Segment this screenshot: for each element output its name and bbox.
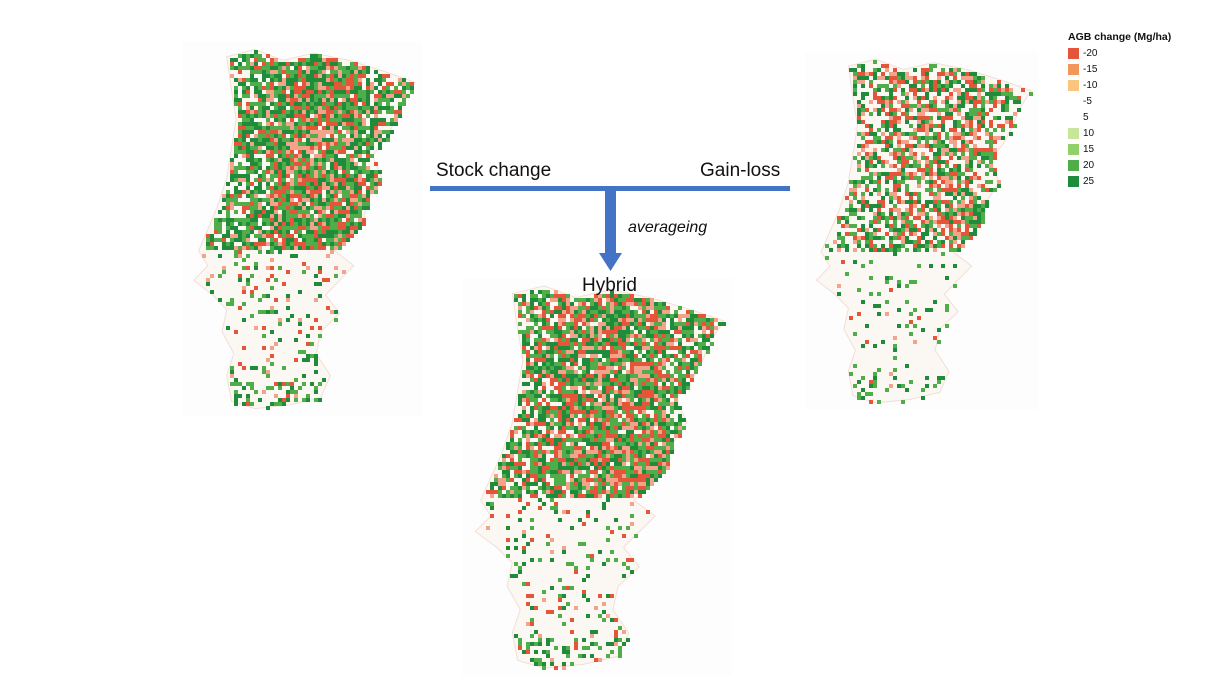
legend-label: -10 [1083,79,1098,91]
legend-item: -15 [1068,61,1171,77]
agb-pixels [486,290,726,670]
averaging-label: averageing [628,219,708,236]
legend-item: -5 [1068,93,1171,109]
gain-loss-map-canvas [815,58,1033,404]
legend-swatch [1068,143,1079,155]
legend-swatch [1068,63,1079,75]
hybrid-map-canvas [474,285,726,670]
hybrid-label: Hybrid [582,275,637,296]
legend-swatch [1068,111,1079,123]
legend-label: 25 [1083,175,1095,187]
legend-label: -15 [1083,63,1098,75]
averaging-flow-arrow [430,186,790,271]
legend-swatch [1068,175,1079,187]
map-legend: AGB change (Mg/ha) -20 -15 -10 -5 5 10 15 20 25 [1068,31,1171,189]
stock-change-map-canvas [193,48,416,410]
stock-change-label: Stock change [436,160,552,181]
legend-label: -5 [1083,95,1092,107]
legend-label: 10 [1083,127,1095,139]
legend-item: 25 [1068,173,1171,189]
legend-swatch [1068,47,1079,59]
gain-loss-label: Gain-loss [700,160,781,181]
agb-pixels [202,50,414,410]
land-outline [815,58,1032,404]
legend-label: 20 [1083,159,1095,171]
agb-pixels [825,60,1033,404]
legend-label: 5 [1083,111,1089,123]
legend-item: 10 [1068,125,1171,141]
legend-item: -10 [1068,77,1171,93]
gain-loss-map [805,52,1038,410]
legend-title: AGB change (Mg/ha) [1068,31,1172,43]
legend-swatch [1068,79,1079,91]
legend-label: -20 [1083,47,1098,59]
legend-swatch [1068,95,1079,107]
legend-item: 15 [1068,141,1171,157]
legend-item: 5 [1068,109,1171,125]
hybrid-map [462,278,732,676]
legend-label: 15 [1083,143,1095,155]
stock-change-map [182,42,422,416]
legend-swatch [1068,127,1079,139]
legend-item: 20 [1068,157,1171,173]
legend-swatch [1068,159,1079,171]
legend-item: -20 [1068,45,1171,61]
